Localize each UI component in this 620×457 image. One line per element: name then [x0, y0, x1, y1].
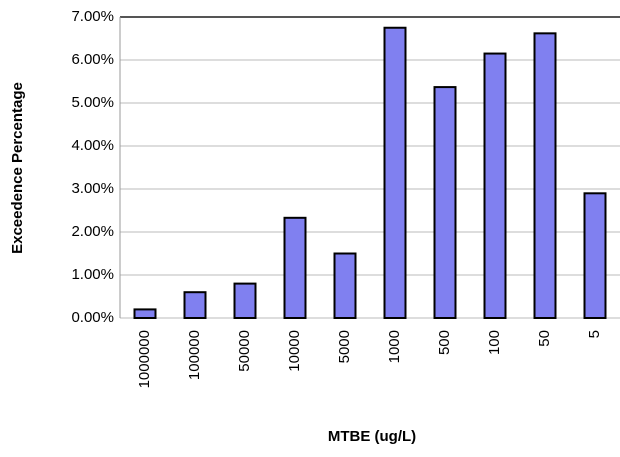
x-tick-label: 500 — [436, 330, 453, 355]
y-tick-label: 1.00% — [71, 266, 114, 283]
y-tick-label: 3.00% — [71, 180, 114, 197]
bar — [483, 52, 507, 320]
x-tick-label: 5000 — [336, 330, 353, 363]
bar — [583, 192, 607, 319]
y-tick-label: 5.00% — [71, 94, 114, 111]
bar — [433, 86, 457, 319]
y-tick-label: 7.00% — [71, 8, 114, 25]
x-tick-label: 10000 — [286, 330, 303, 372]
bar — [133, 308, 157, 319]
x-tick-label: 50 — [536, 330, 553, 347]
x-tick-label: 1000000 — [136, 330, 153, 388]
bar — [333, 252, 357, 319]
x-axis-title: MTBE (ug/L) — [328, 428, 416, 445]
bar — [533, 32, 557, 320]
y-tick-label: 6.00% — [71, 51, 114, 68]
x-tick-label: 100 — [486, 330, 503, 355]
x-tick-label: 5 — [586, 330, 603, 338]
x-tick-label: 50000 — [236, 330, 253, 372]
x-tick-label: 1000 — [386, 330, 403, 363]
y-tick-label: 0.00% — [71, 309, 114, 326]
y-tick-label: 2.00% — [71, 223, 114, 240]
y-axis-title: Exceedence Percentage — [9, 82, 26, 254]
x-tick-label: 100000 — [186, 330, 203, 380]
bar — [283, 216, 307, 319]
bar — [233, 282, 257, 320]
y-tick-label: 4.00% — [71, 137, 114, 154]
bar — [383, 26, 407, 319]
bar — [183, 291, 207, 320]
